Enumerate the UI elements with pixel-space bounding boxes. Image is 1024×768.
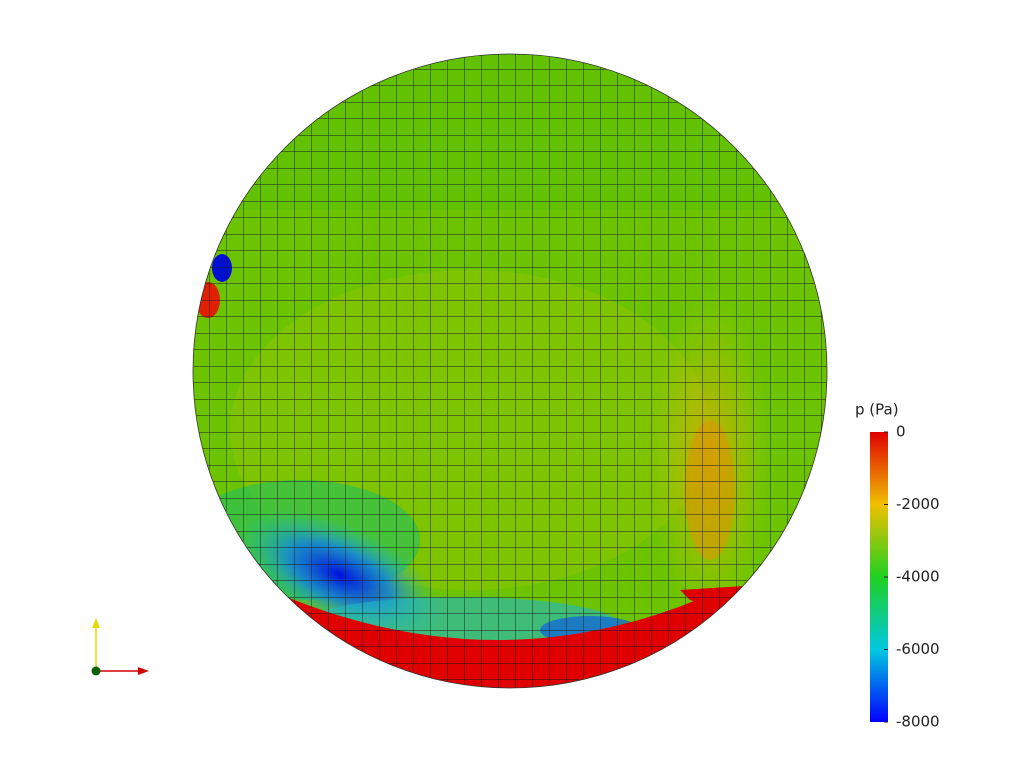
colorbar-tick-label: -6000	[896, 640, 940, 658]
colorbar-title: p (Pa)	[855, 401, 899, 419]
colorbar-tick-label: 0	[896, 423, 906, 441]
colorbar-tick-label: -4000	[896, 568, 940, 586]
domain-outline	[192, 53, 828, 689]
colorbar-ramp	[870, 432, 888, 722]
colorbar: p (Pa) 0 -2000 -4000 -6000 -8000	[855, 401, 940, 731]
pressure-field	[193, 54, 827, 688]
axes-triad	[91, 618, 149, 676]
colorbar-tick-label: -8000	[896, 713, 940, 731]
colorbar-tick-label: -2000	[896, 495, 940, 513]
